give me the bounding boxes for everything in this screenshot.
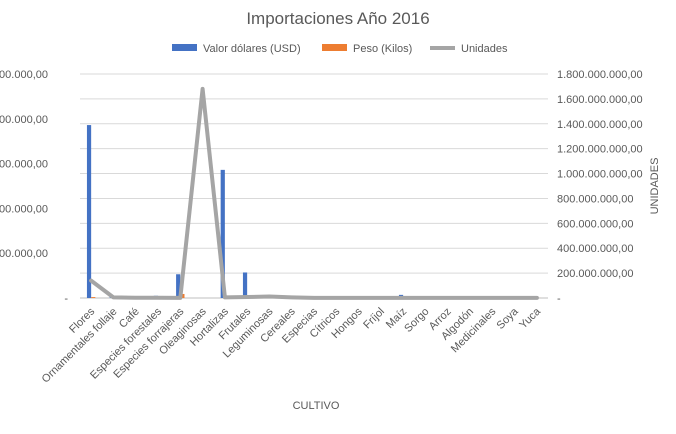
legend: Valor dólares (USD) Peso (Kilos) Unidades: [172, 43, 508, 55]
x-tick-label: Fríjol: [361, 306, 387, 332]
y-tick-label-left: 5.000.000,00: [0, 248, 48, 260]
y-tick-label-left: 20.000.000,00: [0, 114, 48, 126]
x-axis-label: CULTIVO: [293, 400, 340, 412]
y2-axis-label: UNIDADES: [649, 158, 661, 215]
x-tick-label: Sorgo: [402, 306, 431, 335]
line-series: [91, 89, 537, 298]
y-tick-label-right: 400.000.000,00: [557, 243, 633, 255]
bar: [87, 125, 91, 298]
y-tick-label-left: -: [64, 293, 68, 305]
y-axis-right: - 200.000.000,00 400.000.000,00 600.000.000…: [557, 69, 643, 305]
legend-swatch: [322, 44, 347, 51]
legend-swatch: [172, 44, 197, 51]
legend-label: Unidades: [461, 43, 508, 55]
y-tick-label-right: 1.400.000.000,00: [557, 119, 643, 131]
y-tick-label-right: 1.000.000.000,00: [557, 169, 643, 181]
y-tick-label-right: 800.000.000,00: [557, 193, 633, 205]
bars: [87, 125, 541, 298]
y-tick-label-right: 1.600.000.000,00: [557, 94, 643, 106]
y-tick-label-right: 1.800.000.000,00: [557, 69, 643, 81]
gridlines: [80, 74, 548, 298]
legend-label: Peso (Kilos): [353, 43, 412, 55]
bar: [91, 297, 95, 298]
y-tick-label-right: 600.000.000,00: [557, 218, 633, 230]
y-tick-label-left: 15.000.000,00: [0, 159, 48, 171]
y-tick-label-right: -: [557, 293, 561, 305]
x-tick-label: Yuca: [517, 305, 543, 331]
x-tick-label: Soya: [495, 305, 522, 332]
y-tick-label-right: 1.200.000.000,00: [557, 144, 643, 156]
y-axis-left: - 5.000.000,00 10.000.000,00 15.000.000,00 2…: [0, 69, 68, 305]
lines: [91, 89, 537, 298]
y-tick-label-right: 200.000.000,00: [557, 268, 633, 280]
y-tick-label-left: 10.000.000,00: [0, 203, 48, 215]
bar: [243, 272, 247, 298]
legend-label: Valor dólares (USD): [203, 43, 301, 55]
chart-title: Importaciones Año 2016: [246, 9, 429, 28]
y-tick-label-left: 25.000.000,00: [0, 69, 48, 81]
